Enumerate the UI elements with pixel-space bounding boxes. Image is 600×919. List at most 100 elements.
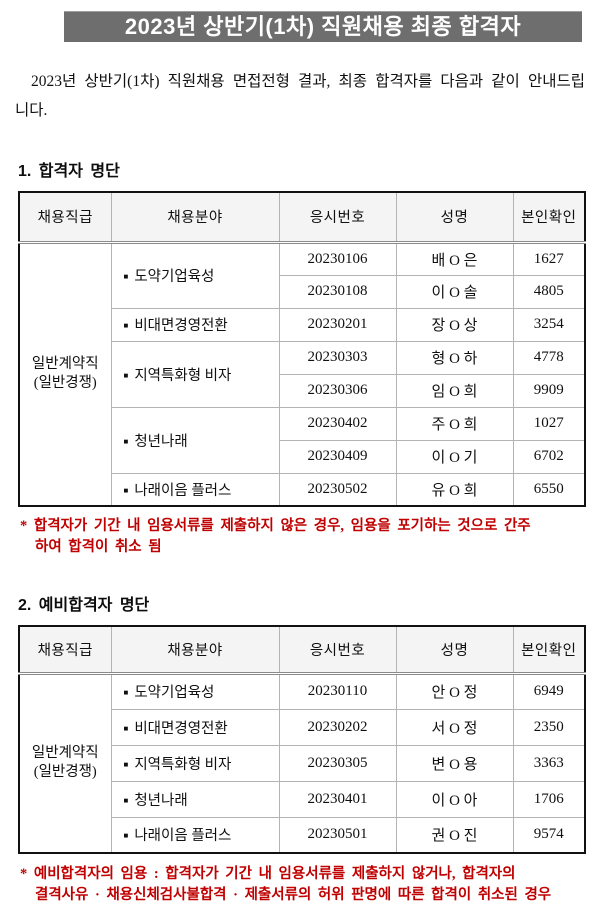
table-row: 20230306 임 O 희 9909 — [19, 373, 586, 408]
field-label: 지역특화형 비자 — [134, 756, 232, 773]
field-label: 비대면경영전환 — [134, 318, 228, 334]
table-row: ■ 청년나래 20230402 주 O 희 1027 — [19, 406, 586, 474]
name-cell: 유 O 희 — [395, 472, 514, 507]
field-cell: ■ 비대면경영전환 — [110, 708, 280, 746]
column-header-2: 응시번호 — [278, 625, 397, 675]
applicant-number-cell: 20230502 — [278, 472, 397, 507]
field-label: 청년나래 — [134, 433, 188, 450]
applicant-number-cell: 20230201 — [278, 307, 397, 342]
field-cell: ■ 나래이음 플러스 — [110, 816, 280, 854]
applicant-number-cell: 20230401 — [278, 780, 397, 818]
field-cell: ■ 나래이음 플러스 — [110, 472, 280, 507]
grade-sublabel: (일반경쟁) — [33, 764, 97, 781]
section1-note: * 합격자가 기간 내 임용서류를 제출하지 않은 경우, 임용을 포기하는 것… — [20, 518, 531, 555]
table-header-row: 채용직급 채용분야 응시번호 성명 본인확인 — [18, 191, 586, 244]
name-cell: 권 O 진 — [395, 816, 514, 854]
field-cell: ■ 지역특화형 비자 — [110, 340, 280, 408]
column-header-4: 본인확인 — [512, 191, 586, 244]
column-header-3: 성명 — [395, 191, 514, 244]
verify-code-cell: 3363 — [512, 744, 586, 782]
applicant-number-cell: 20230306 — [278, 373, 397, 408]
verify-code-cell: 4778 — [512, 340, 586, 375]
square-bullet-icon: ■ — [123, 272, 129, 281]
column-header-1: 채용분야 — [110, 625, 280, 675]
square-bullet-icon: ■ — [123, 370, 129, 380]
applicant-number-cell: 20230402 — [278, 406, 397, 441]
square-bullet-icon: ■ — [123, 688, 129, 697]
section2-note: * 예비합격자의 임용 : 합격자가 기간 내 임용서류를 제출하지 않거나, … — [20, 866, 552, 903]
document-page: 2023년 상반기(1차) 직원채용 최종 합격자 2023년 상반기(1차) … — [0, 11, 600, 906]
name-cell: 배 O 은 — [395, 241, 514, 276]
table-row: ■ 나래이음 플러스 20230502 유 O 희 6550 — [19, 472, 586, 507]
grade-label: 일반계약직 — [31, 744, 99, 761]
square-bullet-icon: ■ — [123, 436, 129, 446]
name-cell: 안 O 정 — [395, 672, 514, 710]
square-bullet-icon: ■ — [123, 321, 129, 330]
applicant-number-cell: 20230202 — [278, 708, 397, 746]
column-header-2: 응시번호 — [278, 191, 397, 244]
name-cell: 서 O 정 — [395, 708, 514, 746]
verify-code-cell: 3254 — [512, 307, 586, 342]
name-cell: 이 O 솔 — [395, 274, 514, 309]
field-cell: ■ 지역특화형 비자 — [110, 744, 280, 782]
grade-sublabel: (일반경쟁) — [33, 375, 97, 392]
field-cell: ■ 도약기업육성 — [110, 241, 280, 309]
final-passers-table: 채용직급 채용분야 응시번호 성명 본인확인 일반계약직 (일반경쟁) ■ 도약기업육성 2023… — [18, 191, 586, 507]
table-header-row: 채용직급 채용분야 응시번호 성명 본인확인 — [18, 625, 586, 675]
field-label: 비대면경영전환 — [134, 720, 228, 737]
section2-heading: 2. 예비합격자 명단 — [18, 597, 150, 614]
verify-code-cell: 6949 — [512, 672, 586, 710]
verify-code-cell: 6702 — [512, 439, 586, 474]
table-row: ■ 지역특화형 비자 20230305 변 O 용 3363 — [19, 744, 586, 782]
field-cell: ■ 청년나래 — [110, 406, 280, 474]
column-header-0: 채용직급 — [18, 191, 112, 244]
table-row: 20230409 이 O 기 6702 — [19, 439, 586, 474]
section1-heading: 1. 합격자 명단 — [18, 163, 120, 180]
applicant-number-cell: 20230110 — [278, 672, 397, 710]
square-bullet-icon: ■ — [123, 723, 129, 733]
field-label: 도약기업육성 — [134, 685, 215, 701]
table-row: ■ 나래이음 플러스 20230501 권 O 진 9574 — [19, 816, 586, 854]
applicant-number-cell: 20230409 — [278, 439, 397, 474]
square-bullet-icon: ■ — [123, 831, 129, 841]
field-cell: ■ 도약기업육성 — [110, 672, 280, 710]
verify-code-cell: 9909 — [512, 373, 586, 408]
verify-code-cell: 9574 — [512, 816, 586, 854]
name-cell: 임 O 희 — [395, 373, 514, 408]
applicant-number-cell: 20230106 — [278, 241, 397, 276]
column-header-4: 본인확인 — [512, 625, 586, 675]
verify-code-cell: 6550 — [512, 472, 586, 507]
applicant-number-cell: 20230305 — [278, 744, 397, 782]
verify-code-cell: 2350 — [512, 708, 586, 746]
field-label: 지역특화형 비자 — [134, 367, 232, 384]
square-bullet-icon: ■ — [123, 795, 129, 805]
verify-code-cell: 1706 — [512, 780, 586, 818]
intro-paragraph: 2023년 상반기(1차) 직원채용 면접전형 결과, 최종 합격자를 다음과 … — [15, 73, 585, 119]
document-title-banner: 2023년 상반기(1차) 직원채용 최종 합격자 — [64, 11, 582, 42]
name-cell: 변 O 용 — [395, 744, 514, 782]
column-header-0: 채용직급 — [18, 625, 112, 675]
table-row: ■ 지역특화형 비자 20230303 형 O 하 4778 — [19, 340, 586, 408]
column-header-3: 성명 — [395, 625, 514, 675]
applicant-number-cell: 20230501 — [278, 816, 397, 854]
field-label: 나래이음 플러스 — [134, 482, 232, 499]
table-row: ■ 비대면경영전환 20230201 장 O 상 3254 — [19, 307, 586, 342]
grade-cell: 일반계약직 (일반경쟁) — [18, 672, 112, 854]
name-cell: 장 O 상 — [395, 307, 514, 342]
field-cell: ■ 비대면경영전환 — [110, 307, 280, 342]
square-bullet-icon: ■ — [123, 759, 129, 769]
grade-cell: 일반계약직 (일반경쟁) — [18, 241, 112, 507]
field-label: 나래이음 플러스 — [134, 828, 232, 845]
verify-code-cell: 4805 — [512, 274, 586, 309]
name-cell: 주 O 희 — [395, 406, 514, 441]
table-row: 일반계약직 (일반경쟁) ■ 도약기업육성 20230110 안 O 정 6949 — [18, 672, 586, 854]
field-label: 청년나래 — [134, 792, 188, 809]
square-bullet-icon: ■ — [123, 485, 129, 495]
table-row: ■ 비대면경영전환 20230202 서 O 정 2350 — [19, 708, 586, 746]
verify-code-cell: 1627 — [512, 241, 586, 276]
applicant-number-cell: 20230108 — [278, 274, 397, 309]
field-label: 도약기업육성 — [134, 269, 215, 285]
name-cell: 이 O 아 — [395, 780, 514, 818]
verify-code-cell: 1027 — [512, 406, 586, 441]
